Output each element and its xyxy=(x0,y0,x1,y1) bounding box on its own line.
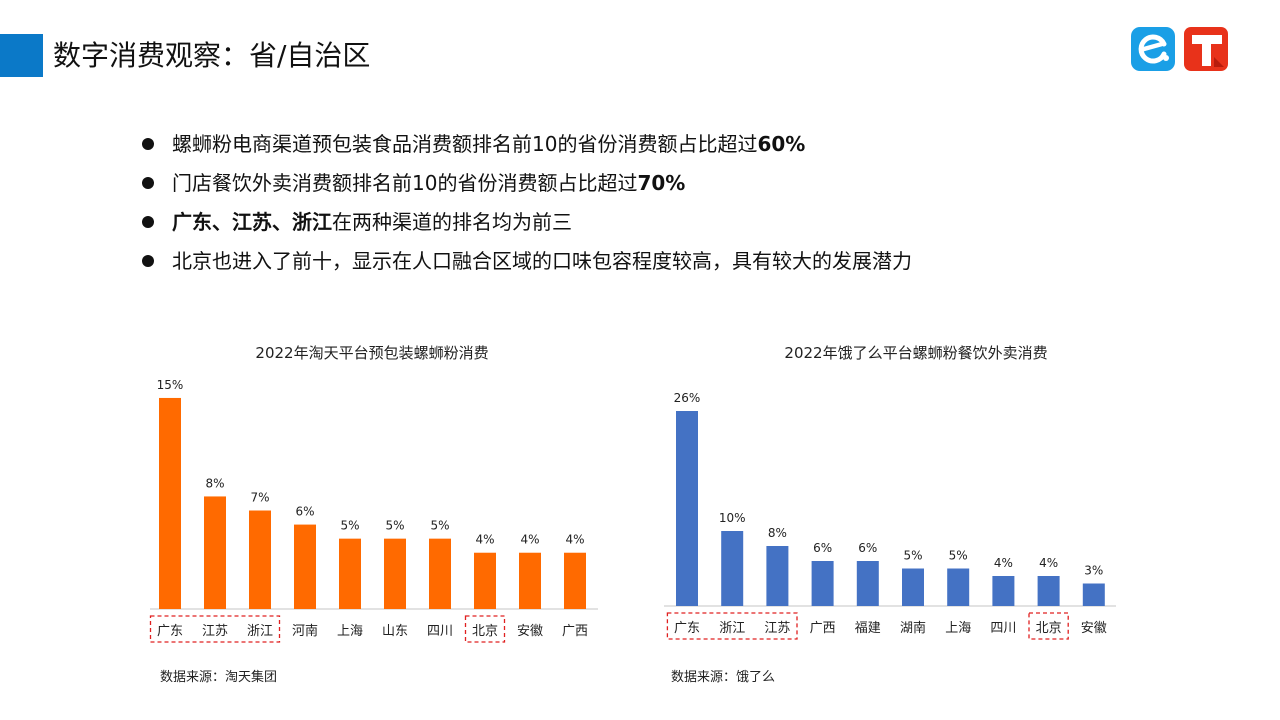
x-tick-label: 安徽 xyxy=(517,624,543,639)
data-label: 4% xyxy=(565,533,584,547)
data-label: 5% xyxy=(385,519,404,533)
highlight-box xyxy=(1028,612,1069,640)
bullet-dot-icon xyxy=(142,138,154,150)
bar xyxy=(811,561,834,606)
data-label: 5% xyxy=(903,549,922,563)
data-label: 10% xyxy=(719,511,746,525)
data-label: 5% xyxy=(430,519,449,533)
data-label: 5% xyxy=(949,549,968,563)
bullet-dot-icon xyxy=(142,216,154,228)
highlight-box xyxy=(149,615,281,643)
chart-title: 2022年饿了么平台螺蛳粉餐饮外卖消费 xyxy=(784,344,1047,362)
eleme-logo xyxy=(1131,27,1175,71)
taotian-logo xyxy=(1184,27,1228,71)
x-tick-label: 上海 xyxy=(945,621,971,636)
data-label: 6% xyxy=(813,541,832,555)
x-tick-label: 上海 xyxy=(337,624,363,639)
bar xyxy=(474,552,496,609)
bar xyxy=(766,546,789,606)
x-tick-label: 广西 xyxy=(562,624,588,639)
data-label: 6% xyxy=(295,505,314,519)
finding-text: 螺蛳粉电商渠道预包装食品消费额排名前10的省份消费额占比超过 xyxy=(172,132,758,156)
bar xyxy=(294,524,316,609)
data-label: 8% xyxy=(768,526,787,540)
data-label: 4% xyxy=(994,556,1013,570)
data-label: 7% xyxy=(250,491,269,505)
bar xyxy=(429,538,451,609)
data-label: 4% xyxy=(475,533,494,547)
x-tick-label: 河南 xyxy=(292,623,318,639)
finding-item: 北京也进入了前十，显示在人口融合区域的口味包容程度较高，具有较大的发展潜力 xyxy=(140,245,912,284)
taotian-bar-chart: 2022年淘天平台预包装螺蛳粉消费 15% 广东 8% 江苏 7% 浙江 6% 河南 5% 上海 5%… xyxy=(149,344,598,643)
data-label: 3% xyxy=(1084,564,1103,578)
finding-text: 在两种渠道的排名均为前三 xyxy=(332,210,572,234)
bar xyxy=(159,397,181,609)
finding-item: 广东、江苏、浙江在两种渠道的排名均为前三 xyxy=(140,206,912,245)
finding-text: 北京也进入了前十，显示在人口融合区域的口味包容程度较高，具有较大的发展潜力 xyxy=(172,249,912,273)
bar xyxy=(204,496,226,609)
page-title: 数字消费观察：省/自治区 xyxy=(53,39,371,72)
x-tick-label: 浙江 xyxy=(247,624,273,639)
x-tick-label: 广东 xyxy=(674,621,700,636)
bar xyxy=(1037,576,1060,606)
chart-source-note: 数据来源：淘天集团 xyxy=(160,670,278,685)
bar xyxy=(1082,583,1105,606)
chart-title: 2022年淘天平台预包装螺蛳粉消费 xyxy=(255,344,488,362)
x-tick-label: 山东 xyxy=(382,624,408,639)
bar xyxy=(519,552,541,609)
x-tick-label: 浙江 xyxy=(719,621,745,636)
finding-highlight: 70% xyxy=(637,171,686,195)
bar xyxy=(676,411,698,606)
x-tick-label: 江苏 xyxy=(764,620,790,636)
highlight-box xyxy=(464,615,506,643)
x-tick-label: 四川 xyxy=(990,621,1016,636)
data-label: 4% xyxy=(520,533,539,547)
bullet-dot-icon xyxy=(142,177,154,189)
bar xyxy=(992,576,1015,606)
data-label: 4% xyxy=(1039,556,1058,570)
bar xyxy=(564,552,586,609)
data-label: 6% xyxy=(858,541,877,555)
finding-highlight: 广东、江苏、浙江 xyxy=(172,210,332,234)
data-label: 5% xyxy=(340,519,359,533)
x-tick-label: 安徽 xyxy=(1081,621,1107,636)
bar xyxy=(856,561,879,606)
finding-text: 门店餐饮外卖消费额排名前10的省份消费额占比超过 xyxy=(172,171,638,195)
x-tick-label: 福建 xyxy=(855,621,881,636)
finding-item: 门店餐饮外卖消费额排名前10的省份消费额占比超过70% xyxy=(140,167,912,206)
bar xyxy=(721,531,744,606)
bar xyxy=(384,538,406,609)
bar xyxy=(249,510,271,609)
bar xyxy=(902,568,924,606)
key-findings-list: 螺蛳粉电商渠道预包装食品消费额排名前10的省份消费额占比超过60% 门店餐饮外卖… xyxy=(140,128,912,284)
x-tick-label: 江苏 xyxy=(202,623,228,639)
x-tick-label: 广东 xyxy=(157,624,183,639)
bar xyxy=(339,538,361,609)
finding-highlight: 60% xyxy=(757,132,806,156)
x-tick-label: 北京 xyxy=(472,624,498,639)
x-tick-label: 北京 xyxy=(1036,621,1062,636)
highlight-box xyxy=(666,612,798,640)
data-label: 8% xyxy=(205,476,224,490)
data-label: 15% xyxy=(157,378,184,392)
x-tick-label: 湖南 xyxy=(900,620,926,636)
finding-item: 螺蛳粉电商渠道预包装食品消费额排名前10的省份消费额占比超过60% xyxy=(140,128,912,167)
title-accent-bar xyxy=(0,34,43,77)
bullet-dot-icon xyxy=(142,255,154,267)
data-label: 26% xyxy=(674,391,701,405)
chart-source-note: 数据来源：饿了么 xyxy=(671,670,776,685)
bar xyxy=(947,568,970,606)
x-tick-label: 广西 xyxy=(810,621,836,636)
x-tick-label: 四川 xyxy=(427,624,453,639)
